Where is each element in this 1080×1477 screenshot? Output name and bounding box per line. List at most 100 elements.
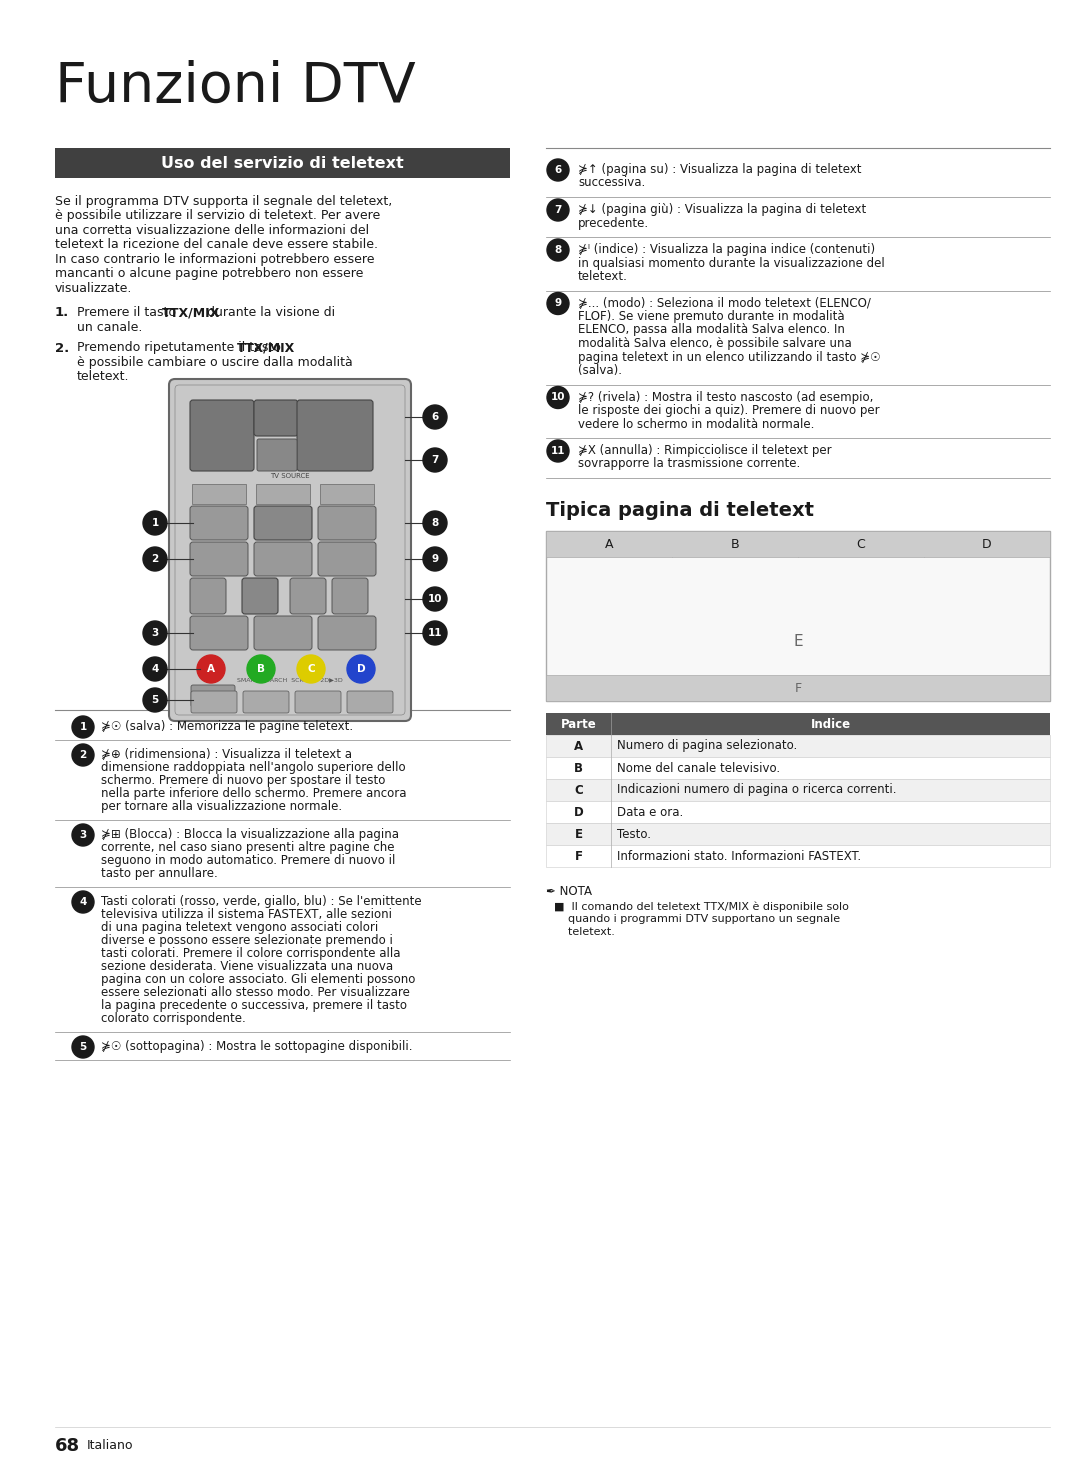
Bar	[546, 532, 1050, 557]
Circle shape	[297, 654, 325, 682]
Bar	[546, 675, 1050, 702]
FancyBboxPatch shape	[168, 380, 411, 721]
Text: ⋡⊕ (ridimensiona) : Visualizza il teletext a: ⋡⊕ (ridimensiona) : Visualizza il telete…	[102, 747, 352, 761]
FancyBboxPatch shape	[190, 507, 248, 541]
Text: Se il programma DTV supporta il segnale del teletext,: Se il programma DTV supporta il segnale …	[55, 195, 392, 208]
Text: A: A	[573, 740, 583, 752]
Bar	[55, 148, 510, 179]
Circle shape	[72, 744, 94, 767]
Text: TV SOURCE: TV SOURCE	[270, 473, 310, 479]
FancyBboxPatch shape	[191, 691, 237, 713]
Text: +: +	[205, 415, 217, 428]
Text: AUDIO: AUDIO	[257, 700, 275, 705]
Text: 8: 8	[431, 518, 438, 527]
Text: 7: 7	[431, 455, 438, 465]
FancyBboxPatch shape	[291, 578, 326, 614]
Text: schermo. Premere di nuovo per spostare il testo: schermo. Premere di nuovo per spostare i…	[102, 774, 386, 787]
FancyBboxPatch shape	[190, 400, 254, 471]
Text: 1: 1	[151, 518, 159, 527]
Text: un canale.: un canale.	[77, 321, 143, 334]
Text: Uso del servizio di teletext: Uso del servizio di teletext	[161, 155, 404, 170]
Text: Premendo ripetutamente il tasto: Premendo ripetutamente il tasto	[77, 341, 285, 354]
Text: F: F	[795, 681, 801, 694]
Text: C: C	[307, 665, 314, 674]
Text: 10: 10	[428, 594, 442, 604]
Text: Premere il tasto: Premere il tasto	[77, 307, 180, 319]
Text: ⋡ᴵ (indice) : Visualizza la pagina indice (contenuti): ⋡ᴵ (indice) : Visualizza la pagina indic…	[578, 244, 875, 256]
Circle shape	[546, 387, 569, 409]
Text: HUB: HUB	[205, 693, 220, 699]
Text: E: E	[793, 635, 802, 650]
Circle shape	[143, 511, 167, 535]
Circle shape	[423, 586, 447, 611]
Text: successiva.: successiva.	[578, 176, 645, 189]
Text: Testo.: Testo.	[617, 827, 651, 840]
Text: Parte: Parte	[561, 718, 596, 731]
Text: ⋡☉ (salva) : Memorizza le pagine teletext.: ⋡☉ (salva) : Memorizza le pagine teletex…	[102, 719, 353, 733]
Text: 🔇: 🔇	[273, 414, 279, 422]
Text: TTX/MIX: TTX/MIX	[237, 341, 295, 354]
Text: è possibile utilizzare il servizio di teletext. Per avere: è possibile utilizzare il servizio di te…	[55, 210, 380, 223]
Text: Indice: Indice	[810, 718, 851, 731]
Text: ■  Il comando del teletext TTX/MIX è disponibile solo: ■ Il comando del teletext TTX/MIX è disp…	[554, 901, 849, 911]
Circle shape	[423, 546, 447, 572]
FancyBboxPatch shape	[318, 542, 376, 576]
Text: A: A	[207, 665, 215, 674]
Text: Numero di pagina selezionato.: Numero di pagina selezionato.	[617, 740, 797, 752]
Circle shape	[72, 1035, 94, 1058]
Text: teletext.: teletext.	[77, 371, 130, 384]
Text: D: D	[982, 538, 991, 551]
Circle shape	[197, 654, 225, 682]
Text: ADJ
SUBTITLE: ADJ SUBTITLE	[201, 697, 227, 707]
Text: ⋡↑ (pagina su) : Visualizza la pagina di teletext: ⋡↑ (pagina su) : Visualizza la pagina di…	[578, 162, 862, 176]
FancyBboxPatch shape	[254, 507, 312, 541]
FancyBboxPatch shape	[297, 400, 373, 471]
Text: FLOF). Se viene premuto durante in modalità: FLOF). Se viene premuto durante in modal…	[578, 310, 845, 323]
FancyBboxPatch shape	[243, 691, 289, 713]
Text: 2.: 2.	[55, 341, 69, 354]
Bar	[546, 532, 1050, 702]
Text: B: B	[257, 665, 265, 674]
Text: D: D	[356, 665, 365, 674]
Text: 11: 11	[428, 628, 442, 638]
Text: (salva).: (salva).	[578, 363, 622, 377]
Text: mancanti o alcune pagine potrebbero non essere: mancanti o alcune pagine potrebbero non …	[55, 267, 363, 281]
Text: 2: 2	[79, 750, 86, 761]
Text: 1.: 1.	[55, 307, 69, 319]
FancyBboxPatch shape	[320, 484, 374, 504]
Bar	[546, 801, 1050, 823]
Circle shape	[72, 891, 94, 913]
Circle shape	[546, 160, 569, 182]
Text: tasto per annullare.: tasto per annullare.	[102, 867, 218, 880]
Text: B: B	[731, 538, 740, 551]
Text: C: C	[575, 783, 583, 796]
FancyBboxPatch shape	[190, 578, 226, 614]
Text: pagina con un colore associato. Gli elementi possono: pagina con un colore associato. Gli elem…	[102, 973, 416, 987]
Text: 5: 5	[151, 696, 159, 705]
FancyBboxPatch shape	[295, 691, 341, 713]
Text: nella parte inferiore dello schermo. Premere ancora: nella parte inferiore dello schermo. Pre…	[102, 787, 406, 801]
Text: 6: 6	[431, 412, 438, 422]
Bar	[546, 778, 1050, 801]
Text: ▲: ▲	[280, 554, 286, 564]
Text: PROG: PROG	[324, 431, 346, 440]
Text: REC PAUSE: REC PAUSE	[355, 700, 386, 705]
Text: ∧: ∧	[330, 414, 339, 425]
Text: E: E	[575, 827, 582, 840]
FancyBboxPatch shape	[257, 439, 297, 471]
Text: A: A	[605, 538, 613, 551]
Bar	[546, 713, 1050, 736]
Text: ⋡... (modo) : Seleziona il modo teletext (ELENCO/: ⋡... (modo) : Seleziona il modo teletext…	[578, 297, 870, 310]
Circle shape	[423, 448, 447, 473]
Text: una corretta visualizzazione delle informazioni del: una corretta visualizzazione delle infor…	[55, 225, 369, 236]
Text: 5: 5	[79, 1041, 86, 1052]
Text: essere selezionati allo stesso modo. Per visualizzare: essere selezionati allo stesso modo. Per…	[102, 987, 410, 998]
Text: 10: 10	[551, 393, 565, 403]
FancyBboxPatch shape	[190, 542, 248, 576]
Text: ◄: ◄	[204, 591, 212, 601]
Circle shape	[247, 654, 275, 682]
Text: 9: 9	[554, 298, 562, 309]
Text: C: C	[856, 538, 865, 551]
Text: Informazioni stato. Informazioni FASTEXT.: Informazioni stato. Informazioni FASTEXT…	[617, 849, 861, 863]
Text: ⏎: ⏎	[255, 591, 265, 601]
